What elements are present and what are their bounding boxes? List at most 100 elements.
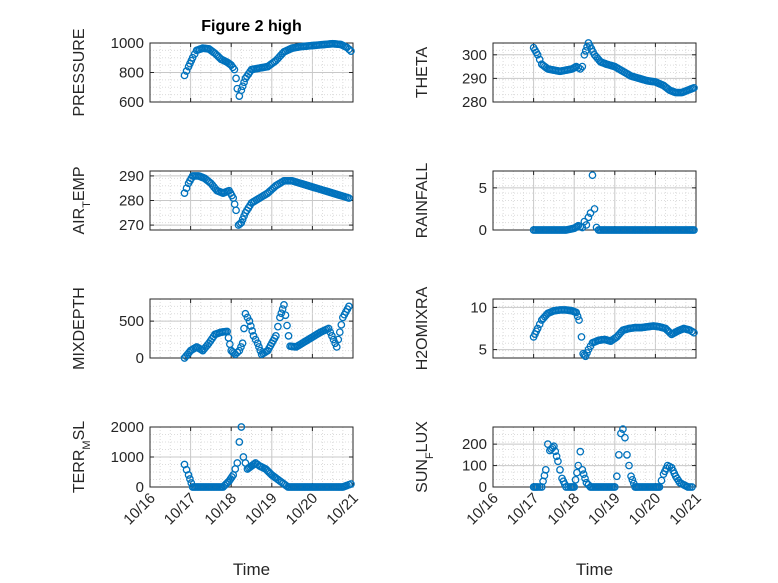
data-point (186, 475, 194, 483)
data-point (556, 466, 564, 474)
y-axis-label: RAINFALL (414, 163, 431, 239)
x-tick-label: 10/19 (585, 490, 624, 529)
y-tick-label: 280 (119, 193, 144, 210)
data-point (690, 83, 698, 92)
data-point (232, 206, 240, 215)
x-tick-label: 10/19 (242, 490, 281, 529)
data-point (588, 171, 597, 180)
data-point (241, 309, 250, 318)
data-point (238, 82, 247, 91)
data-point (345, 45, 353, 54)
data-point (284, 332, 293, 340)
data-point (657, 476, 666, 485)
data-point (332, 343, 341, 351)
data-point (610, 483, 619, 491)
y-tick-label: 0 (136, 350, 144, 367)
data-point (581, 474, 589, 483)
panel-second-right: 0 5 RAINFALL (414, 163, 698, 239)
data-point (335, 328, 344, 337)
data-point (274, 322, 282, 331)
data-point (347, 480, 355, 488)
data-point (324, 324, 333, 333)
data-point (570, 483, 579, 491)
data-point (281, 311, 290, 320)
y-tick-label: 800 (119, 65, 144, 82)
data-point (688, 483, 696, 491)
panel-top-left: 600 800 1000 PRESSURE Figure 2 high (71, 18, 355, 117)
data-point (579, 470, 588, 478)
data-point (572, 308, 581, 317)
data-point (283, 321, 291, 330)
data-point (690, 328, 698, 337)
data-point (627, 472, 635, 481)
data-point (278, 305, 287, 313)
axes-box (492, 42, 697, 103)
data-point (251, 335, 260, 344)
y-tick-label: 100 (462, 458, 487, 475)
data-point (240, 78, 248, 87)
data-point (621, 433, 629, 442)
data-point (245, 317, 254, 325)
y-tick-label: 5 (479, 342, 487, 359)
data-point (578, 62, 587, 71)
data-point (535, 320, 544, 329)
data-point (334, 335, 343, 344)
data-point (623, 451, 631, 459)
y-tick-label: 1000 (111, 449, 144, 466)
x-tick-label: 10/20 (283, 490, 322, 529)
data-point (541, 466, 550, 474)
data-point (573, 312, 582, 321)
axes-box (492, 426, 697, 488)
y-tick-label: 200 (462, 436, 487, 453)
data-point (184, 471, 193, 479)
y-tick-label: 1000 (111, 35, 144, 52)
axes-box (149, 298, 354, 359)
data-point (253, 339, 262, 348)
data-point (590, 205, 599, 213)
axes-box (492, 298, 697, 359)
data-point (575, 316, 583, 324)
x-tick-label: 10/20 (626, 490, 665, 529)
data-point (237, 343, 245, 351)
y-axis-label: THETA (414, 47, 431, 99)
data-point (326, 328, 335, 337)
data-point (533, 324, 542, 333)
x-axis-label: Time (576, 560, 613, 579)
data-point (240, 324, 248, 333)
y-axis-label: TERRMSL (71, 421, 93, 493)
y-tick-label: 280 (462, 94, 487, 111)
x-tick-label: 10/17 (161, 490, 200, 529)
y-tick-label: 5 (479, 180, 487, 197)
y-axis-label: AIRTEMP (71, 166, 93, 234)
data-point (243, 313, 252, 322)
data-point (580, 50, 589, 59)
x-tick-label: 10/18 (201, 490, 240, 529)
y-tick-label: 10 (470, 299, 487, 316)
data-point (615, 451, 623, 459)
data-point (533, 50, 542, 59)
data-point (552, 452, 561, 461)
panel-second-left: 270 280 290 AIRTEMP (71, 166, 354, 235)
data-point (255, 343, 263, 351)
y-tick-label: 300 (462, 47, 487, 64)
data-point (235, 346, 244, 355)
x-tick-label: 10/17 (504, 490, 543, 529)
data-point (571, 476, 580, 484)
data-point (230, 200, 239, 209)
y-axis-label: MIXDEPTH (71, 287, 88, 370)
y-tick-label: 2000 (111, 419, 144, 436)
data-point (535, 55, 544, 64)
data-point (578, 466, 587, 474)
data-point (586, 209, 595, 217)
y-tick-label: 270 (119, 217, 144, 234)
data-point (188, 53, 197, 62)
y-axis-label: SUNFLUX (414, 421, 436, 493)
data-point (246, 322, 255, 330)
data-point (280, 301, 288, 309)
y-axis-label: H2OMIXRA (414, 286, 431, 370)
data-point (337, 320, 346, 329)
data-point (582, 478, 591, 487)
data-point (235, 438, 244, 446)
panel-top-right: 280 290 300 THETA (414, 39, 698, 111)
